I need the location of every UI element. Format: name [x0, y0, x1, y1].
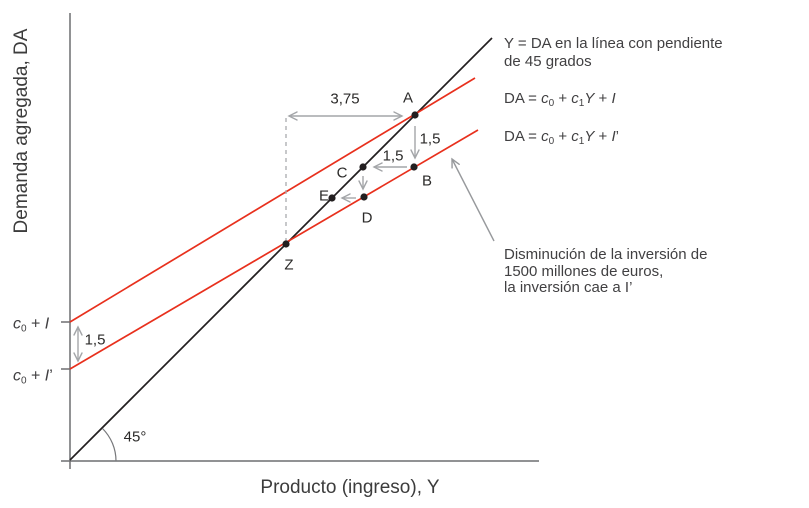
point-dot-C [359, 163, 367, 171]
legend-45-degree-line: Y = DA en la línea con pendiente de 45 g… [504, 35, 723, 70]
arrow-D-to-E-head [340, 193, 351, 203]
angle-45-arc [102, 428, 117, 462]
arrow-A-to-B-head [410, 149, 420, 160]
annotation-investment-fall: Disminución de la inversión de 1500 mill… [504, 246, 708, 296]
point-dot-A [411, 111, 419, 119]
arrow-B-to-C-head [372, 162, 383, 172]
label-point-A: A [402, 89, 414, 107]
y-intercept-label-c0-plus-I-prime: c0 + I’ [13, 367, 53, 387]
y-axis-title: Demanda agregada, DA [11, 28, 32, 234]
label-distance-3-75: 3,75 [330, 90, 360, 108]
arrow-3-75-head [393, 111, 404, 121]
line-da-upper [69, 77, 476, 323]
point-dot-D [360, 193, 368, 201]
y-intercept-label-c0-plus-I: c0 + I [13, 315, 50, 335]
label-point-E: E [318, 187, 330, 205]
label-point-D: D [361, 209, 373, 227]
point-dot-Z [282, 240, 290, 248]
label-gap-1-5-ab: 1,5 [419, 130, 441, 148]
label-point-C: C [336, 164, 348, 182]
label-point-Z: Z [284, 256, 294, 274]
point-dot-E [328, 194, 336, 202]
arrow-annotation [451, 158, 495, 242]
label-point-B: B [421, 172, 433, 190]
line-da-lower [69, 129, 479, 370]
legend-equation-da-lower: DA = c0 + c1Y + I’ [504, 128, 619, 147]
label-angle-45: 45° [123, 428, 147, 446]
label-gap-1-5-axis: 1,5 [84, 331, 106, 349]
arrow-intercept-gap-head [73, 352, 83, 363]
label-gap-1-5-bc: 1,5 [382, 147, 404, 165]
legend-equation-da-upper: DA = c0 + c1Y + I [504, 90, 616, 109]
point-dot-B [410, 163, 418, 171]
arrow-annotation-head [451, 157, 460, 169]
arrow-3-75-head [287, 111, 298, 121]
x-axis-title: Producto (ingreso), Y [260, 477, 440, 498]
arrow-intercept-gap-head [73, 325, 83, 336]
line-45-degrees [69, 37, 493, 461]
arrow-C-to-D-head [358, 180, 368, 191]
